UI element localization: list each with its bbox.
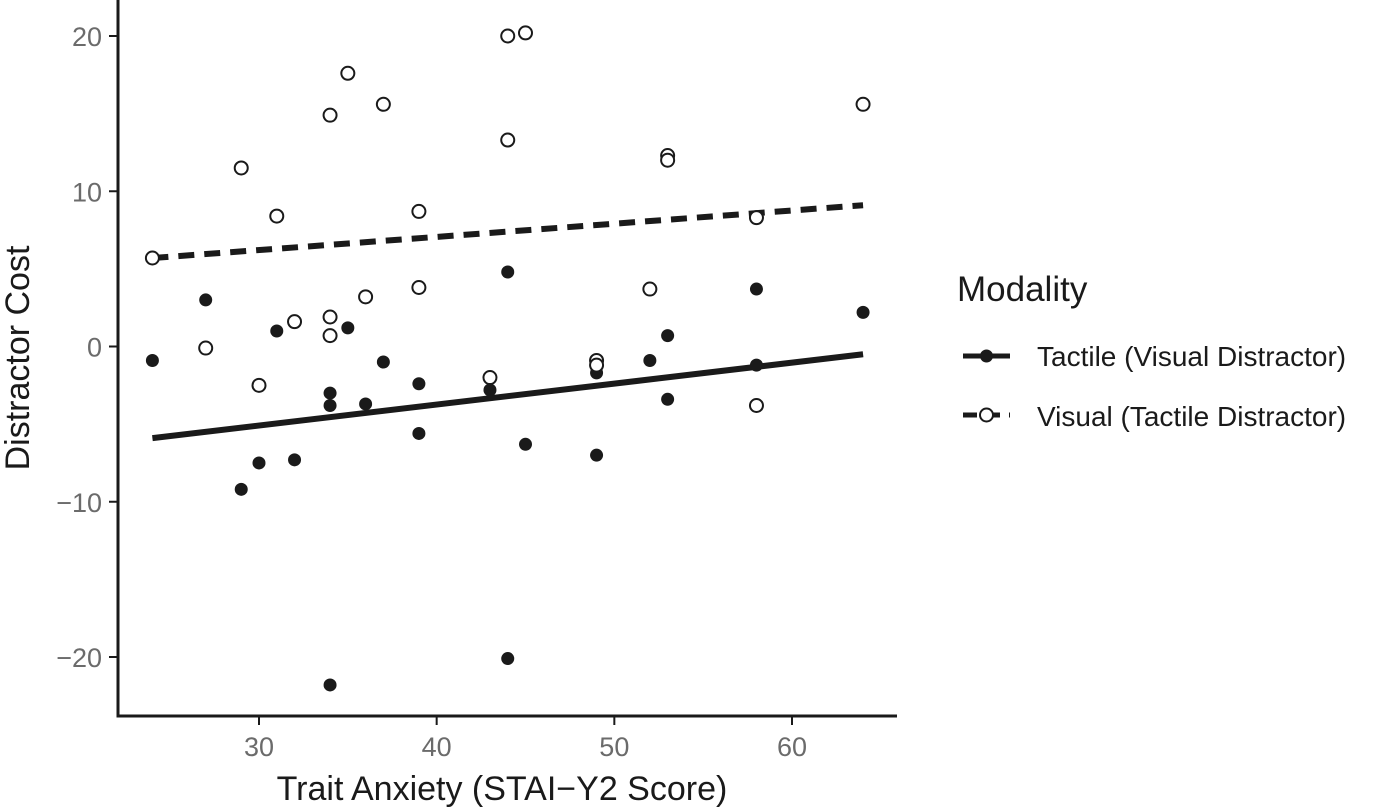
legend-label-visual: Visual (Tactile Distractor): [1037, 401, 1346, 432]
point-visual: [322, 309, 338, 325]
x-tick-label: 30: [244, 732, 274, 762]
legend-label-tactile: Tactile (Visual Distractor): [1037, 341, 1346, 372]
point-visual: [340, 65, 356, 81]
point-tactile: [501, 652, 515, 666]
y-tick-label: 10: [72, 177, 102, 207]
point-visual: [358, 289, 374, 305]
point-tactile: [288, 453, 302, 467]
point-visual: [287, 314, 303, 330]
point-visual: [322, 328, 338, 344]
x-axis-title: Trait Anxiety (STAI−Y2 Score): [277, 770, 728, 808]
y-tick-label: −10: [56, 488, 102, 518]
point-tactile: [323, 386, 337, 400]
point-visual: [198, 340, 214, 356]
y-axis-ticks: 20 10 0 −10 −20: [56, 22, 118, 673]
point-tactile: [661, 329, 675, 343]
fit-line-tactile: [152, 351, 864, 442]
point-tactile: [501, 265, 515, 279]
point-tactile: [376, 355, 390, 369]
y-axis-title: Distractor Cost: [0, 245, 37, 470]
y-tick-label: 20: [72, 22, 102, 52]
point-tactile: [749, 282, 763, 296]
legend-key-filled-marker: [980, 349, 993, 363]
point-visual: [748, 210, 764, 226]
point-visual: [518, 25, 533, 41]
point-tactile: [252, 456, 266, 470]
point-visual: [411, 280, 427, 296]
point-visual: [589, 357, 605, 373]
point-visual: [375, 96, 391, 112]
point-visual: [642, 281, 658, 297]
x-axis-ticks: 30 40 50 60: [244, 716, 807, 762]
point-visual: [269, 208, 285, 224]
point-tactile: [323, 398, 337, 412]
point-tactile: [145, 353, 159, 367]
point-tactile: [590, 448, 604, 462]
point-tactile: [519, 437, 532, 451]
legend-item-visual: Visual (Tactile Distractor): [963, 401, 1346, 432]
point-tactile: [270, 324, 284, 338]
point-tactile: [234, 482, 248, 496]
point-tactile: [412, 377, 426, 391]
point-tactile: [341, 321, 355, 335]
point-visual: [500, 28, 516, 44]
point-tactile: [661, 392, 675, 406]
x-tick-label: 60: [777, 732, 807, 762]
legend-item-tactile: Tactile (Visual Distractor): [963, 341, 1346, 372]
point-visual: [233, 160, 249, 176]
point-tactile: [643, 353, 657, 367]
data-points: [144, 25, 871, 692]
x-tick-label: 40: [422, 732, 452, 762]
point-visual: [322, 107, 338, 123]
point-visual: [500, 132, 516, 148]
legend-title: Modality: [957, 270, 1088, 309]
point-tactile: [856, 305, 870, 319]
point-visual: [855, 96, 871, 112]
x-tick-label: 50: [599, 732, 629, 762]
point-tactile: [483, 383, 497, 397]
point-visual: [660, 152, 676, 168]
point-tactile: [323, 678, 337, 692]
y-tick-label: 0: [87, 333, 102, 363]
point-tactile: [749, 358, 763, 372]
fit-lines: [152, 202, 864, 442]
point-tactile: [412, 426, 426, 440]
point-tactile: [359, 397, 373, 411]
legend-key-open-marker: [979, 407, 994, 423]
point-visual: [144, 250, 160, 266]
point-visual: [482, 370, 498, 386]
point-visual: [411, 203, 427, 219]
fit-line-visual: [152, 202, 864, 261]
point-tactile: [199, 293, 213, 307]
point-visual: [748, 397, 764, 413]
legend: Modality Tactile (Visual Distractor) Vis…: [957, 270, 1346, 432]
y-tick-label: −20: [56, 643, 102, 673]
point-visual: [251, 377, 267, 393]
